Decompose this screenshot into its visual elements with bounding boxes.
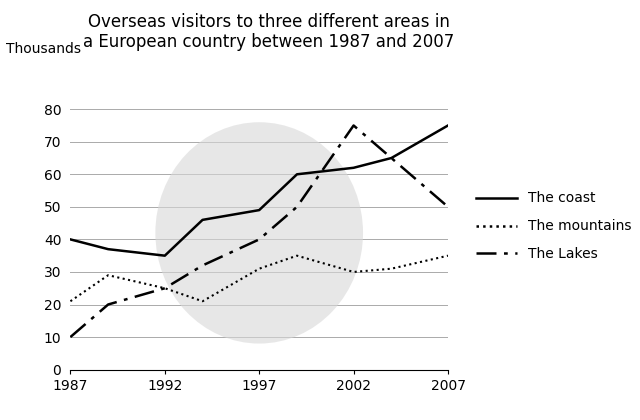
Line: The coast: The coast	[70, 126, 448, 256]
Line: The Lakes: The Lakes	[70, 126, 448, 337]
The Lakes	[349, 123, 357, 128]
The Lakes	[104, 302, 112, 307]
The coast	[67, 237, 74, 242]
The Lakes	[67, 334, 74, 339]
The coast	[388, 155, 396, 160]
Legend: The coast, The mountains, The Lakes: The coast, The mountains, The Lakes	[470, 186, 637, 267]
The coast	[349, 165, 357, 170]
The coast	[293, 172, 301, 177]
Line: The mountains: The mountains	[70, 256, 448, 301]
Ellipse shape	[156, 122, 363, 344]
The mountains	[67, 299, 74, 304]
The mountains	[255, 266, 263, 271]
The Lakes	[255, 237, 263, 242]
The coast	[255, 207, 263, 213]
The Lakes	[293, 204, 301, 209]
The Lakes	[199, 263, 207, 268]
The mountains	[444, 253, 452, 258]
The Lakes	[161, 286, 169, 291]
The coast	[444, 123, 452, 128]
Text: Overseas visitors to three different areas in
a European country between 1987 an: Overseas visitors to three different are…	[83, 13, 454, 51]
The Lakes	[444, 204, 452, 209]
The mountains	[161, 286, 169, 291]
The mountains	[293, 253, 301, 258]
The coast	[104, 247, 112, 252]
The coast	[161, 253, 169, 258]
The mountains	[199, 299, 207, 304]
The mountains	[104, 273, 112, 278]
The coast	[199, 217, 207, 222]
The mountains	[388, 266, 396, 271]
Text: Thousands: Thousands	[6, 42, 81, 56]
The mountains	[349, 270, 357, 275]
The Lakes	[388, 155, 396, 160]
